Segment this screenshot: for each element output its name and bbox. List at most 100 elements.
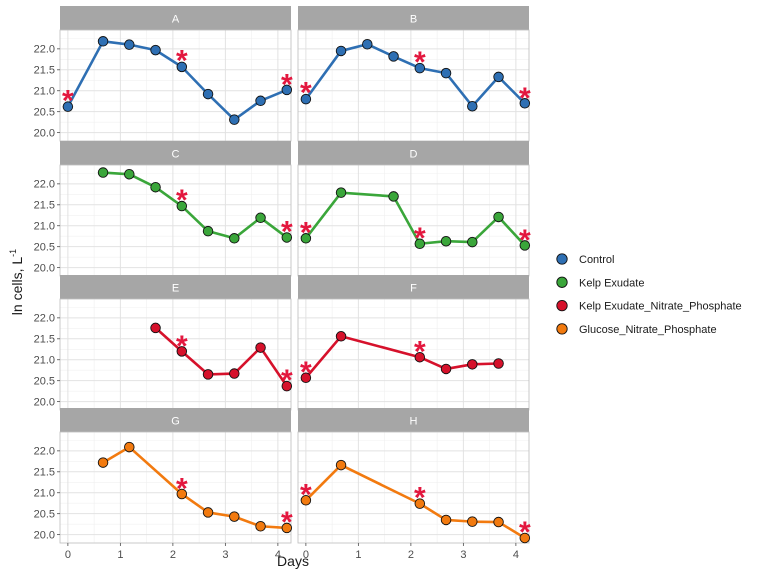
- y-tick-label: 22.0: [34, 179, 55, 191]
- x-tick-label: 2: [408, 549, 414, 561]
- significance-star: *: [176, 330, 188, 363]
- data-point: [335, 331, 347, 342]
- panel-c: C 20.0 20.5 21.0 21.5 22.0 * *: [34, 141, 293, 277]
- significance-star: *: [300, 478, 312, 511]
- x-tick-label: 3: [460, 549, 466, 561]
- data-point: [150, 322, 161, 334]
- y-tick-label: 21.0: [34, 355, 55, 367]
- y-tick-label: 20.5: [34, 508, 55, 520]
- facet-strip: [298, 408, 529, 432]
- data-point: [150, 44, 161, 56]
- data-point: [124, 168, 135, 180]
- data-point: [97, 457, 109, 468]
- data-point: [176, 200, 188, 212]
- facet-strip: [60, 141, 291, 165]
- facet-strip: [60, 408, 291, 432]
- legend-key: [556, 299, 568, 312]
- data-point: [362, 38, 373, 50]
- x-tick-label: 2: [170, 549, 176, 561]
- data-point: [414, 351, 426, 363]
- significance-star: *: [62, 84, 74, 117]
- data-point: [229, 233, 240, 244]
- y-tick-label: 20.0: [34, 262, 55, 274]
- significance-star: *: [300, 356, 312, 389]
- y-tick-label: 21.5: [34, 65, 55, 77]
- data-point: [467, 359, 478, 370]
- data-point: [255, 212, 266, 224]
- y-tick-label: 21.5: [34, 467, 55, 479]
- x-tick-label: 1: [355, 549, 361, 561]
- legend-label: Kelp Exudate_Nitrate_Phosphate: [579, 301, 742, 313]
- series-line: [304, 191, 526, 247]
- facet-strip: [60, 6, 291, 30]
- significance-star: *: [414, 46, 426, 79]
- data-point: [176, 346, 188, 357]
- y-tick-label: 21.5: [34, 334, 55, 346]
- x-tick-label: 0: [303, 549, 309, 561]
- facet-strip-label: C: [172, 149, 180, 161]
- y-tick-label: 22.0: [34, 313, 55, 325]
- data-point: [255, 520, 266, 532]
- x-axis-label: Days: [277, 553, 309, 569]
- y-tick-label: 22.0: [34, 446, 55, 458]
- data-point: [300, 495, 312, 506]
- data-point: [176, 488, 188, 500]
- data-point: [176, 61, 188, 73]
- facet-strip: [298, 6, 529, 30]
- x-tick-label: 3: [222, 549, 228, 561]
- facet-strip-label: F: [410, 283, 417, 295]
- facet-strip-label: B: [410, 14, 417, 26]
- panels-layer: A20.020.521.021.522.0***B***C20.020.521.…: [34, 6, 531, 549]
- significance-star: *: [176, 472, 188, 505]
- significance-star: *: [176, 184, 188, 217]
- facet-strip: [298, 275, 529, 299]
- legend-label: Control: [579, 254, 614, 266]
- significance-star: *: [414, 335, 426, 368]
- data-point: [255, 342, 266, 353]
- data-point: [519, 98, 531, 109]
- significance-star: *: [300, 77, 312, 110]
- panel-h: H * * *: [297, 408, 531, 549]
- y-tick-label: 20.0: [34, 529, 55, 541]
- data-point: [388, 191, 399, 202]
- data-point: [414, 238, 426, 249]
- y-tick-label: 20.5: [34, 106, 55, 118]
- data-point: [493, 516, 504, 528]
- facet-strip: [60, 275, 291, 299]
- legend-key: [556, 253, 568, 265]
- significance-star: *: [281, 506, 293, 539]
- panel-border: [59, 431, 292, 544]
- data-point: [414, 62, 426, 74]
- data-point: [229, 368, 240, 379]
- data-point: [440, 363, 452, 375]
- data-point: [255, 95, 266, 107]
- data-point: [300, 372, 312, 383]
- facet-strip-label: H: [410, 416, 418, 428]
- significance-star: *: [176, 44, 188, 77]
- x-tick-label: 4: [275, 549, 281, 561]
- legend-item: Kelp Exudate_Nitrate_Phosphate: [556, 299, 742, 313]
- y-tick-label: 21.0: [34, 221, 55, 233]
- data-point: [202, 507, 214, 518]
- data-point: [467, 100, 478, 112]
- x-tick-label: 4: [513, 549, 519, 561]
- data-point: [150, 181, 161, 193]
- panel-b: B * * *: [297, 6, 531, 142]
- panel-a: A 20.0 20.5 21.0 21.5 22.0 * * *: [34, 6, 293, 142]
- x-axis: 0 1 2 3 4 0 1 2 3 4: [65, 543, 519, 561]
- data-point: [519, 532, 531, 544]
- significance-star: *: [281, 364, 293, 397]
- y-tick-label: 20.0: [34, 127, 55, 139]
- data-point: [335, 459, 347, 471]
- series-line: [304, 334, 499, 379]
- facet-strip-label: G: [171, 416, 180, 428]
- data-point: [335, 45, 347, 57]
- data-point: [281, 84, 293, 96]
- legend: Control Kelp Exudate Kelp Exudate_Nitrate_…: [556, 253, 742, 336]
- data-point: [97, 36, 109, 47]
- legend-key: [556, 276, 568, 288]
- data-point: [388, 51, 399, 62]
- legend-item: Glucose_Nitrate_Phosphate: [556, 323, 717, 336]
- significance-star: *: [300, 216, 312, 249]
- data-point: [229, 114, 240, 125]
